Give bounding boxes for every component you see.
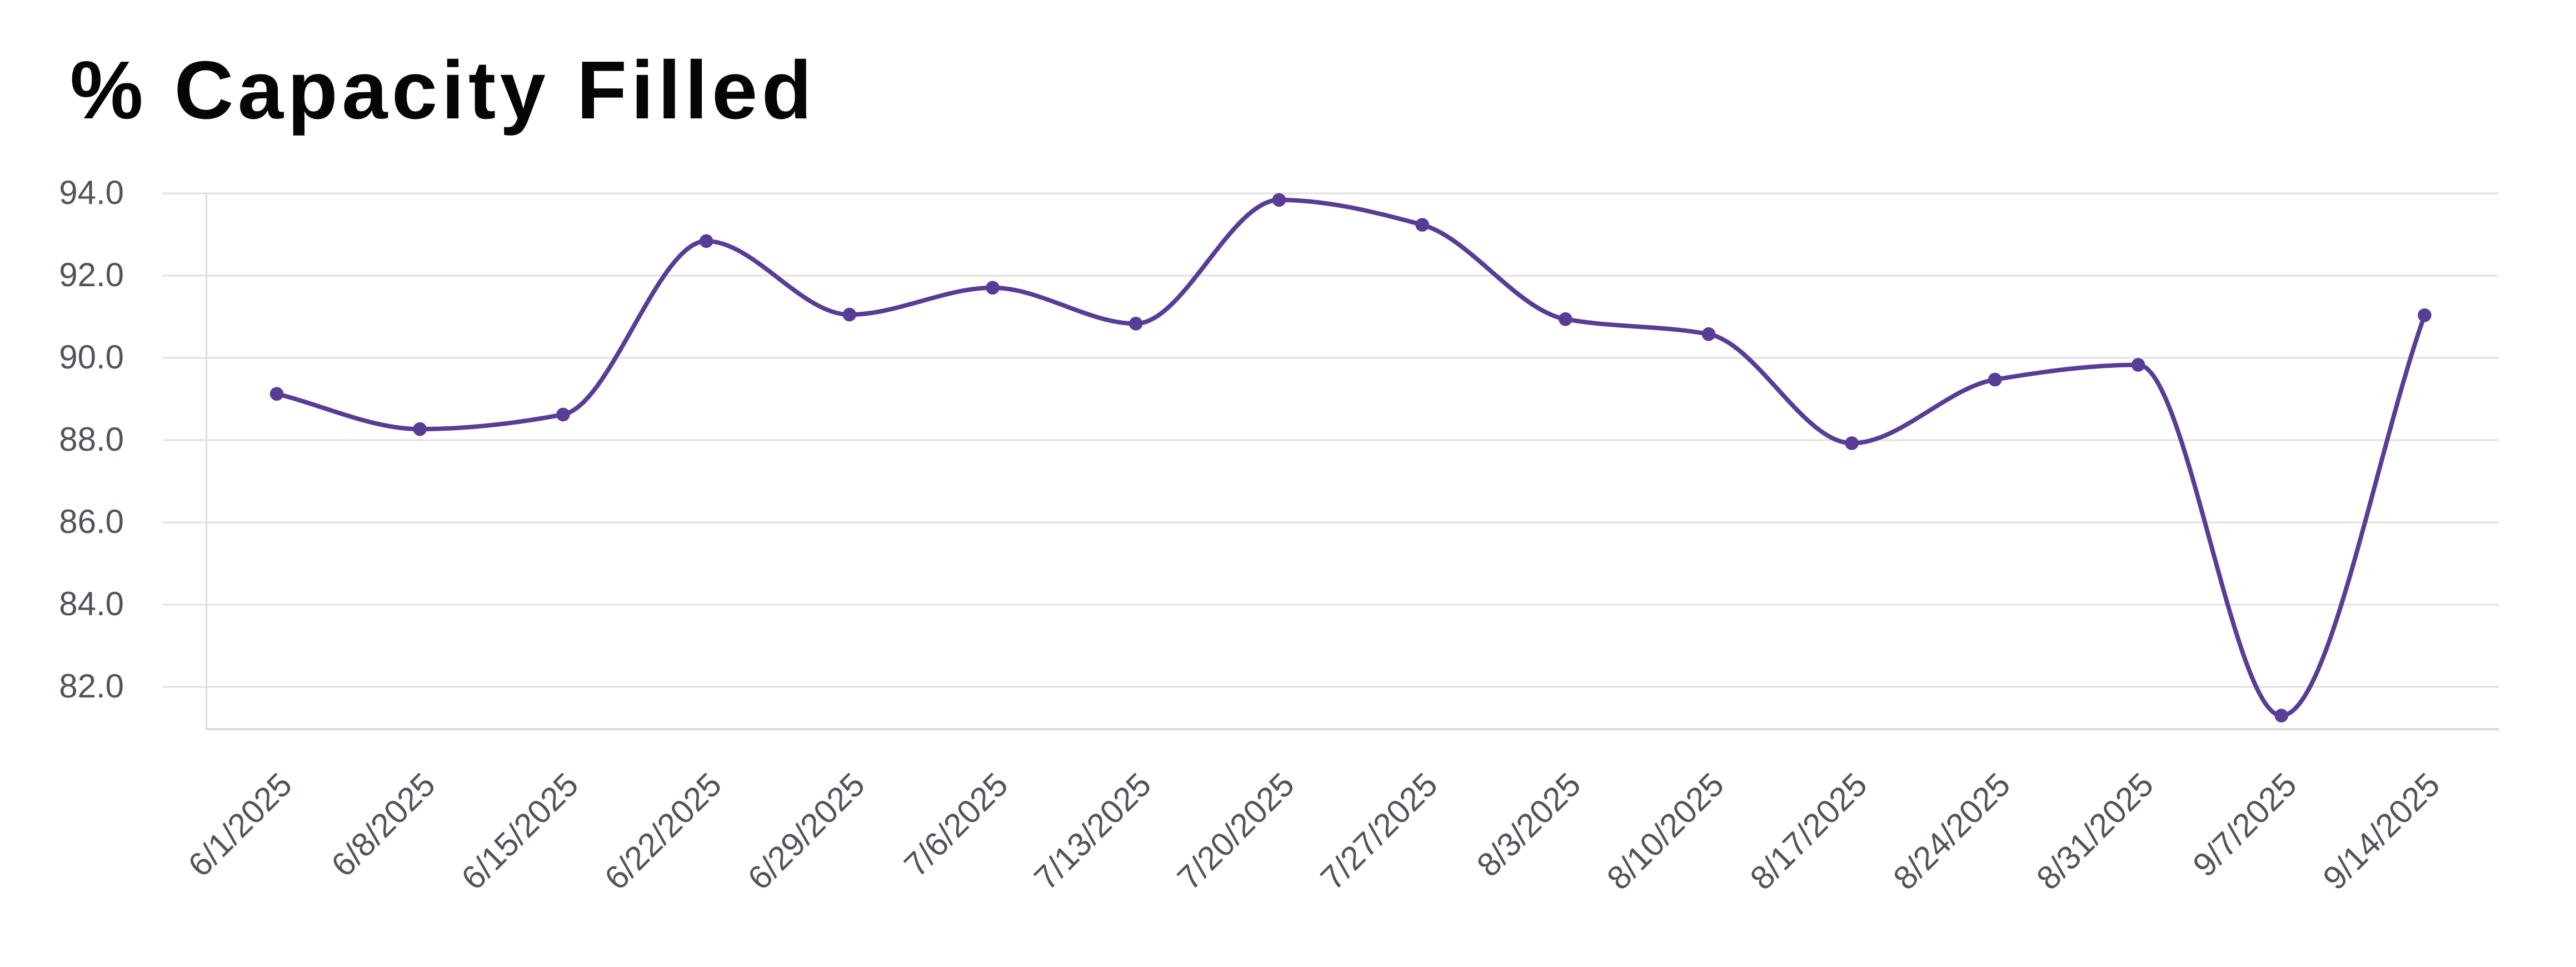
svg-text:82.0: 82.0: [59, 667, 124, 705]
svg-text:92.0: 92.0: [59, 256, 124, 293]
svg-text:86.0: 86.0: [59, 503, 124, 540]
svg-text:94.0: 94.0: [59, 174, 124, 211]
svg-text:% Capacity Filled: % Capacity Filled: [70, 44, 816, 136]
svg-text:90.0: 90.0: [59, 338, 124, 376]
svg-text:88.0: 88.0: [59, 421, 124, 458]
svg-text:84.0: 84.0: [59, 585, 124, 622]
